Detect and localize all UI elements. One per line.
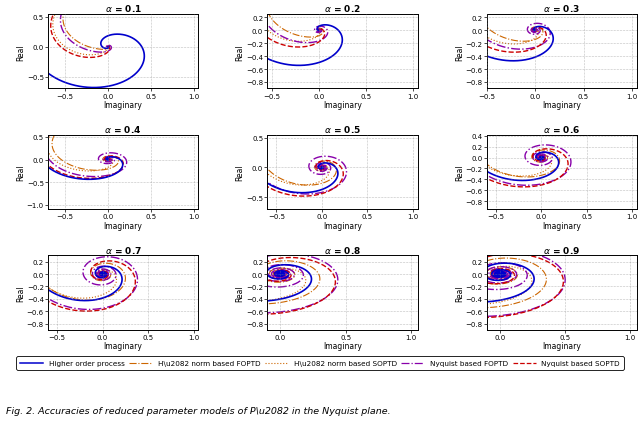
Y-axis label: Real: Real [236,44,244,60]
X-axis label: Imaginary: Imaginary [104,221,143,230]
Legend: Higher order process, H\u2082 norm based FOPTD, H\u2082 norm based SOPTD, Nyquis: Higher order process, H\u2082 norm based… [16,356,624,370]
X-axis label: Imaginary: Imaginary [104,342,143,351]
Title: $\alpha$ = 0.3: $\alpha$ = 0.3 [543,3,580,14]
Title: $\alpha$ = 0.1: $\alpha$ = 0.1 [104,3,141,14]
Y-axis label: Real: Real [16,164,26,181]
X-axis label: Imaginary: Imaginary [542,221,581,230]
Y-axis label: Real: Real [17,44,26,60]
X-axis label: Imaginary: Imaginary [323,342,362,351]
Title: $\alpha$ = 0.8: $\alpha$ = 0.8 [324,244,361,255]
X-axis label: Imaginary: Imaginary [104,101,143,110]
X-axis label: Imaginary: Imaginary [542,342,581,351]
Y-axis label: Real: Real [236,164,244,181]
Y-axis label: Real: Real [16,285,26,301]
Y-axis label: Real: Real [455,285,464,301]
X-axis label: Imaginary: Imaginary [323,101,362,110]
Title: $\alpha$ = 0.9: $\alpha$ = 0.9 [543,244,580,255]
Title: $\alpha$ = 0.7: $\alpha$ = 0.7 [104,244,141,255]
Y-axis label: Real: Real [236,285,244,301]
Y-axis label: Real: Real [455,44,464,60]
Title: $\alpha$ = 0.5: $\alpha$ = 0.5 [324,124,361,135]
Title: $\alpha$ = 0.4: $\alpha$ = 0.4 [104,124,142,135]
Text: Fig. 2. Accuracies of reduced parameter models of P\u2082 in the Nyquist plane.: Fig. 2. Accuracies of reduced parameter … [6,406,391,415]
X-axis label: Imaginary: Imaginary [323,221,362,230]
Title: $\alpha$ = 0.2: $\alpha$ = 0.2 [324,3,361,14]
Title: $\alpha$ = 0.6: $\alpha$ = 0.6 [543,124,580,135]
Y-axis label: Real: Real [455,164,464,181]
X-axis label: Imaginary: Imaginary [542,101,581,110]
